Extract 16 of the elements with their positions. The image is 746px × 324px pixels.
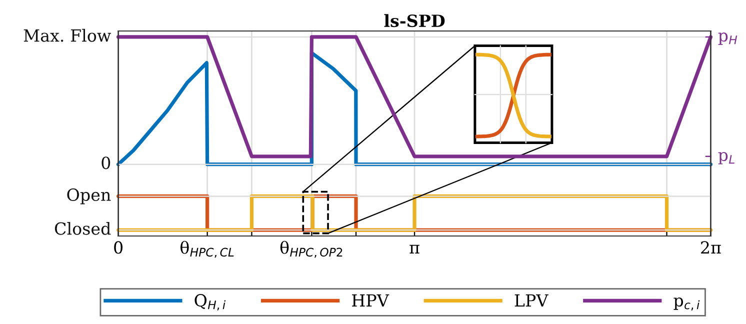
ref-line-label: 0 xyxy=(102,156,110,170)
chart-title: ls-SPD xyxy=(384,14,445,28)
ref-line-label: Max. Flow xyxy=(24,28,111,42)
x-tick-label: π xyxy=(410,244,420,254)
x-tick-label: 0 xyxy=(114,241,123,254)
legend-label: Q$_{H,i}$ xyxy=(194,294,226,310)
legend-label: HPV xyxy=(352,294,390,306)
x-tick-label: θ$_{HPC,CL}$ xyxy=(180,240,234,258)
x-tick-label: 2π xyxy=(701,241,721,254)
ref-line-label: p$_{L}$ xyxy=(718,152,734,164)
ref-line-label: p$_{H}$ xyxy=(718,32,738,45)
legend-label: LPV xyxy=(514,294,548,306)
ref-line-label: Open xyxy=(67,188,111,204)
legend-label: p$_{c,i}$ xyxy=(674,298,700,310)
ref-line-label: Closed xyxy=(54,222,111,235)
x-tick-label: θ$_{HPC,OP2}$ xyxy=(280,240,342,258)
